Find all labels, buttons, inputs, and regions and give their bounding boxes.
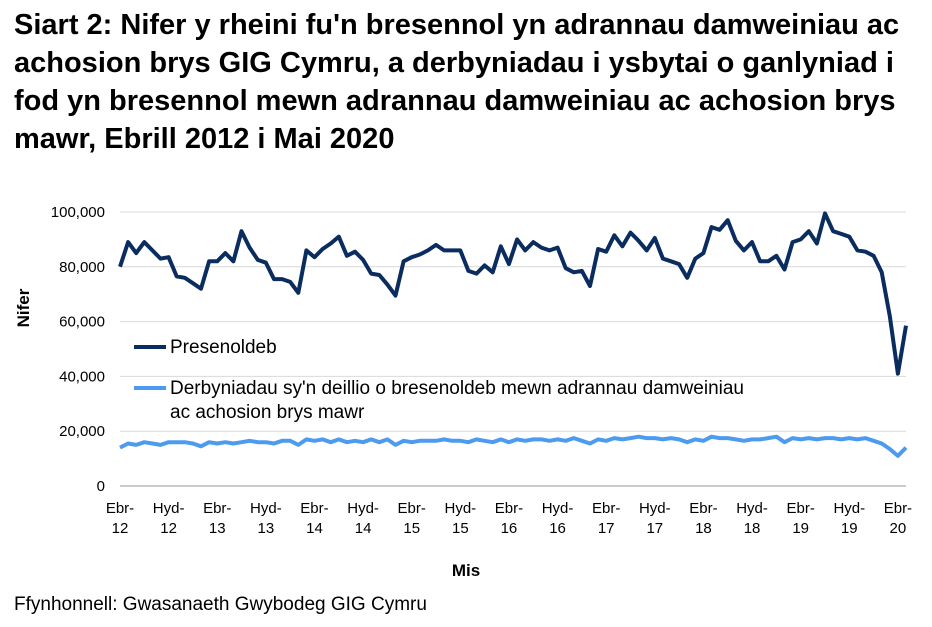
y-tick-label: 80,000 [59, 259, 105, 276]
x-tick-label: Ebr- [300, 500, 328, 517]
series-line-derbyniadau [119, 434, 908, 458]
chart-area: 0 20,000 40,000 60,000 80,000 100,000 Ebr- 12 H… [14, 204, 912, 580]
source-note: Ffynhonnell: Gwasanaeth Gwybodeg GIG Cym… [14, 594, 427, 615]
x-tick-label: Ebr- [398, 500, 426, 517]
x-tick-label: Ebr- [495, 500, 523, 517]
x-tick-label: 14 [355, 520, 372, 537]
x-tick-label: 15 [452, 520, 469, 537]
x-tick-label: 12 [112, 520, 129, 537]
x-tick-label: Hyd- [639, 500, 671, 517]
gridlines [120, 211, 906, 487]
x-tick-label: Ebr- [592, 500, 620, 517]
x-tick-label: 13 [258, 520, 275, 537]
series-lines [118, 211, 908, 458]
y-axis-title: Nifer [14, 288, 33, 327]
y-tick-label: 0 [97, 478, 105, 495]
x-tick-label: 13 [209, 520, 226, 537]
x-tick-label: Ebr- [884, 500, 912, 517]
x-tick-label: 18 [695, 520, 712, 537]
y-axis-ticks: 0 20,000 40,000 60,000 80,000 100,000 [51, 204, 105, 495]
x-tick-label: 19 [841, 520, 858, 537]
x-tick-label: Ebr- [203, 500, 231, 517]
legend-label-derbyniadau-line1: Derbyniadau sy'n deillio o bresenoldeb m… [170, 378, 744, 399]
x-tick-label: 18 [744, 520, 761, 537]
x-tick-label: Hyd- [542, 500, 574, 517]
y-tick-label: 20,000 [59, 423, 105, 440]
x-tick-label: Ebr- [786, 500, 814, 517]
x-tick-label: Hyd- [347, 500, 379, 517]
x-tick-label: Ebr- [106, 500, 134, 517]
x-axis-title: Mis [452, 561, 480, 580]
x-tick-label: 20 [890, 520, 907, 537]
x-tick-label: Hyd- [250, 500, 282, 517]
x-tick-label: Hyd- [153, 500, 185, 517]
chart-title: Siart 2: Nifer y rheini fu'n bresennol y… [14, 9, 900, 155]
legend: Presenoldeb Derbyniadau sy'n deillio o b… [134, 337, 744, 423]
legend-label-presenoldeb: Presenoldeb [170, 337, 277, 358]
legend-label-derbyniadau-line2: ac achosion brys mawr [170, 402, 365, 423]
x-tick-label: Hyd- [833, 500, 865, 517]
x-tick-label: 16 [501, 520, 518, 537]
x-tick-label: 17 [646, 520, 663, 537]
series-line-presenoldeb [118, 211, 908, 376]
x-tick-label: 19 [792, 520, 809, 537]
y-tick-label: 100,000 [51, 204, 105, 221]
x-tick-label: 17 [598, 520, 615, 537]
y-tick-label: 60,000 [59, 314, 105, 331]
x-tick-label: Ebr- [689, 500, 717, 517]
x-tick-label: 16 [549, 520, 566, 537]
x-tick-label: 12 [160, 520, 177, 537]
x-tick-label: Hyd- [444, 500, 476, 517]
x-axis-ticks: Ebr- 12 Hyd- 12 Ebr- 13 Hyd- 13 Ebr- 14 Hyd- 14 Ebr-… [106, 500, 912, 537]
y-tick-label: 40,000 [59, 368, 105, 385]
x-tick-label: Hyd- [736, 500, 768, 517]
x-tick-label: 15 [403, 520, 420, 537]
x-tick-label: 14 [306, 520, 323, 537]
